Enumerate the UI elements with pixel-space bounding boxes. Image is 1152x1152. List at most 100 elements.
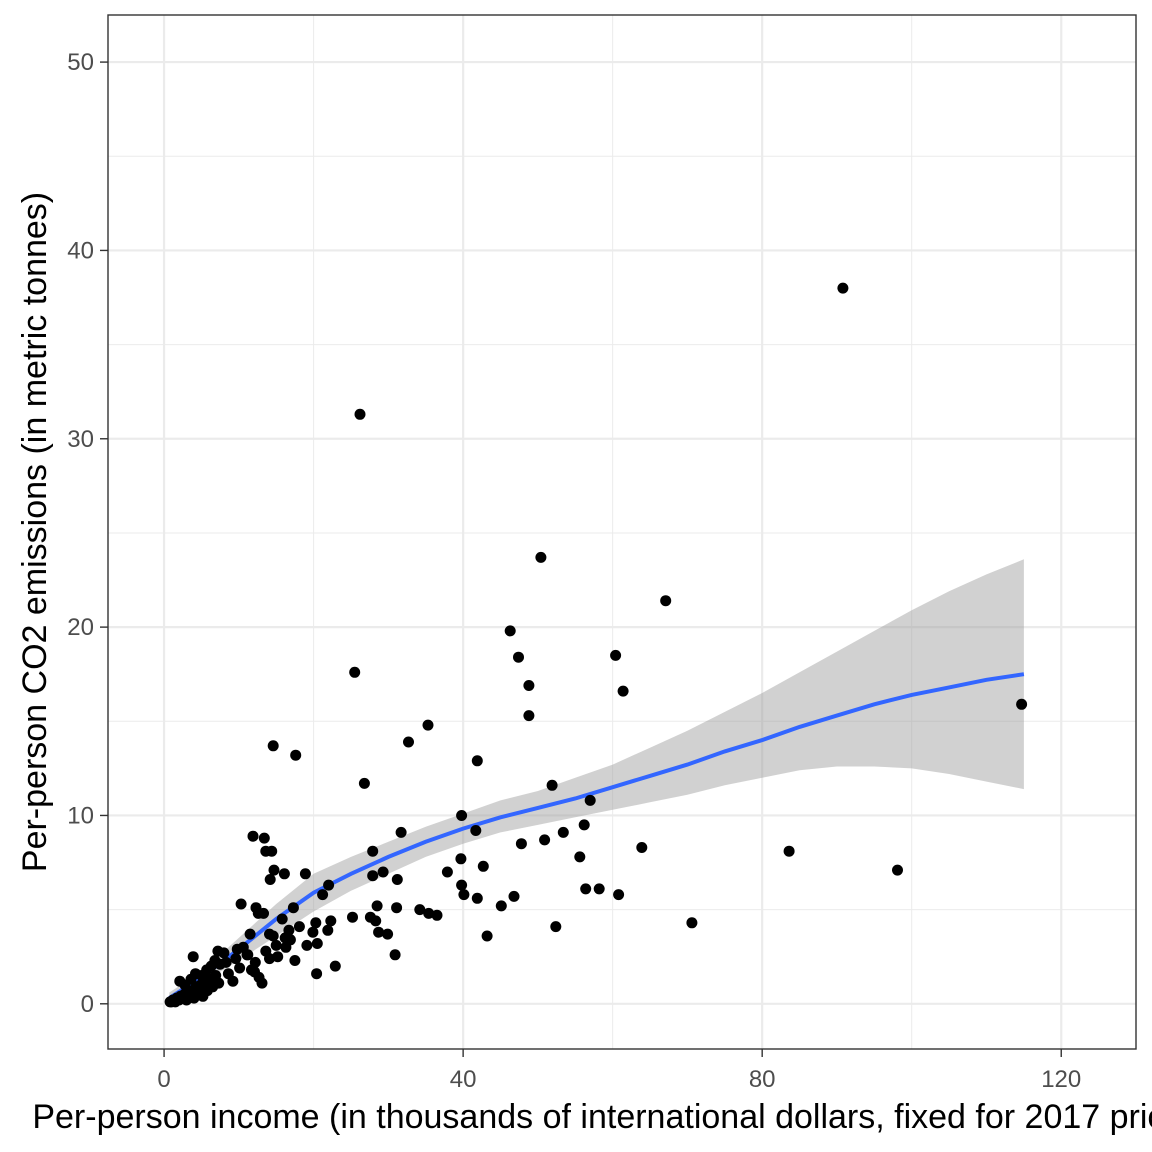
data-point xyxy=(301,939,313,951)
x-tick-label: 80 xyxy=(749,1066,776,1093)
x-tick-label: 120 xyxy=(1041,1066,1081,1093)
data-point xyxy=(471,892,483,904)
data-point xyxy=(347,911,358,923)
data-point xyxy=(349,666,361,678)
data-point xyxy=(325,915,337,927)
panel-border xyxy=(107,14,1137,1050)
data-point xyxy=(354,408,366,420)
data-point xyxy=(495,900,507,912)
data-point xyxy=(470,825,482,836)
data-point xyxy=(431,909,443,921)
data-point xyxy=(293,921,305,933)
data-point xyxy=(227,975,239,987)
data-point xyxy=(892,864,903,876)
data-point xyxy=(504,625,516,637)
data-point xyxy=(403,736,414,748)
data-point xyxy=(266,845,278,857)
data-point xyxy=(307,926,319,938)
data-point xyxy=(264,874,276,885)
data-point xyxy=(523,680,535,691)
data-point xyxy=(235,898,247,910)
data-point xyxy=(212,945,224,957)
data-point xyxy=(268,864,280,876)
y-tick-label: 0 xyxy=(81,991,94,1018)
data-point xyxy=(546,779,558,791)
data-point xyxy=(370,915,382,927)
axis-ticks: 0 40 80 120 0 10 20 30 40 50 xyxy=(67,49,1081,1093)
data-point xyxy=(636,842,648,853)
data-point xyxy=(249,956,261,968)
data-point xyxy=(213,977,225,989)
data-point xyxy=(456,810,468,821)
data-point xyxy=(422,719,434,731)
y-tick-label: 20 xyxy=(67,614,94,641)
data-point xyxy=(289,955,301,966)
data-point xyxy=(613,889,625,901)
data-point xyxy=(456,879,468,891)
data-point xyxy=(311,938,323,949)
data-point xyxy=(283,924,295,936)
data-point xyxy=(256,977,268,989)
x-axis-title: Per-person income (in thousands of inter… xyxy=(32,1098,1152,1136)
data-point xyxy=(311,968,323,980)
data-point xyxy=(593,883,605,895)
data-point xyxy=(276,913,288,925)
data-point xyxy=(367,870,379,882)
data-point xyxy=(249,966,260,978)
data-point xyxy=(264,953,275,965)
data-point xyxy=(382,928,394,940)
data-point xyxy=(508,890,520,902)
data-point xyxy=(574,851,586,863)
y-tick-label: 30 xyxy=(67,426,94,453)
y-tick-label: 40 xyxy=(67,237,94,264)
data-point xyxy=(371,900,383,912)
data-point xyxy=(234,962,246,974)
data-point xyxy=(244,928,256,940)
data-point xyxy=(358,777,370,789)
data-point xyxy=(267,740,279,752)
data-point xyxy=(287,902,299,914)
data-point xyxy=(231,943,243,955)
data-point xyxy=(377,866,389,878)
data-point xyxy=(258,907,269,919)
data-point xyxy=(686,917,698,929)
data-point xyxy=(317,889,329,901)
data-point xyxy=(395,826,407,838)
data-point xyxy=(584,794,596,806)
data-point xyxy=(557,826,569,838)
data-point xyxy=(272,951,284,963)
data-point xyxy=(414,904,426,916)
scatter-points xyxy=(164,282,1028,1008)
data-point xyxy=(391,902,403,914)
data-point xyxy=(373,926,385,938)
data-point xyxy=(441,866,453,878)
data-point xyxy=(477,860,489,872)
data-point xyxy=(187,951,199,963)
x-tick-label: 40 xyxy=(450,1066,477,1093)
data-point xyxy=(367,845,379,857)
data-point xyxy=(389,949,401,961)
y-tick-label: 50 xyxy=(67,49,94,76)
data-point xyxy=(458,889,470,901)
y-axis-title: Per-person CO2 emissions (in metric tonn… xyxy=(16,192,54,872)
smooth-trend-line xyxy=(168,672,1025,1000)
data-point xyxy=(610,649,622,661)
data-point xyxy=(455,853,467,865)
data-point xyxy=(290,749,302,761)
data-point xyxy=(515,838,527,850)
data-point xyxy=(783,845,795,857)
data-point xyxy=(247,830,259,842)
data-point xyxy=(241,949,253,961)
data-point xyxy=(617,685,629,697)
data-point xyxy=(423,907,435,919)
gridlines xyxy=(108,15,1136,1049)
data-point xyxy=(258,832,270,844)
data-point xyxy=(220,956,232,968)
data-point xyxy=(660,595,672,607)
data-point xyxy=(329,960,341,972)
confidence-band xyxy=(169,559,1024,1004)
data-point xyxy=(535,551,547,563)
data-point xyxy=(299,868,311,880)
data-point xyxy=(323,879,335,891)
